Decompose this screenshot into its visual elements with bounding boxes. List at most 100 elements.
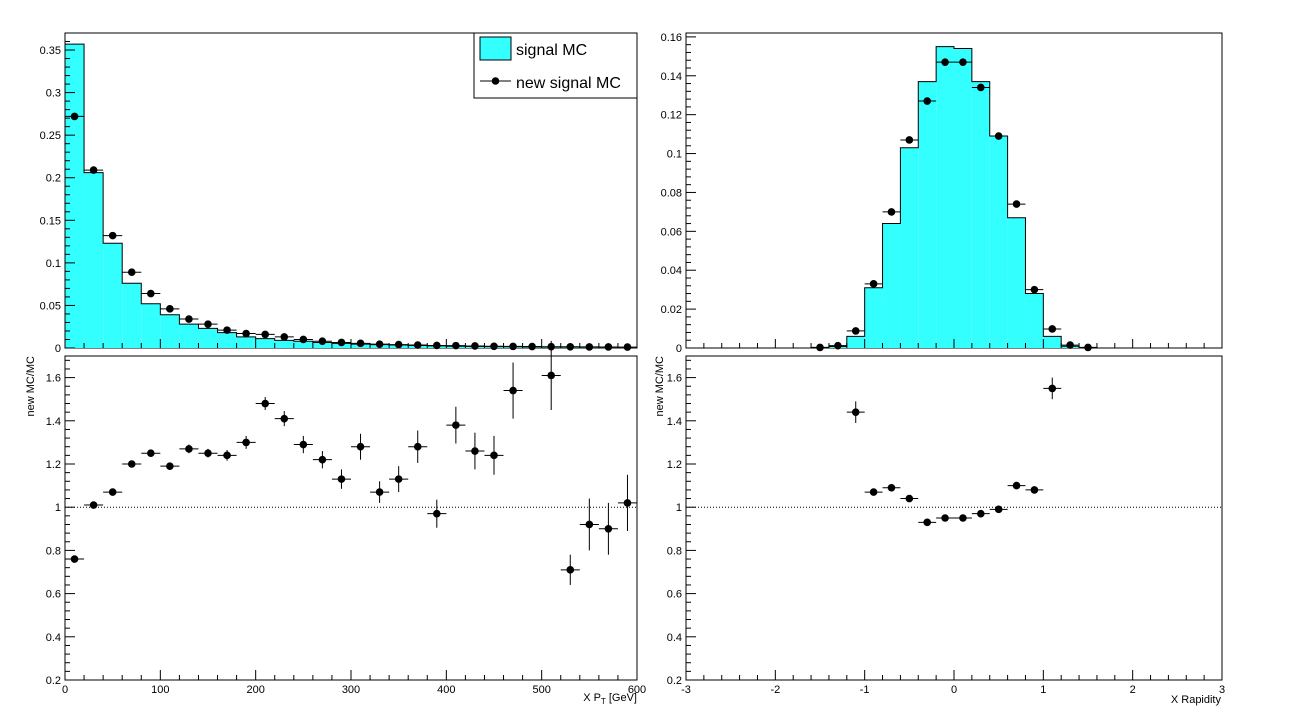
y-tick-label: 0.4 (46, 632, 61, 644)
x-tick-label: 0 (62, 684, 68, 696)
histogram-bar (84, 172, 104, 348)
y-tick-label: 0.8 (46, 545, 61, 557)
histogram-bar (846, 336, 865, 348)
ratio-point (452, 421, 460, 429)
data-point (851, 327, 860, 335)
data-point (941, 58, 949, 66)
data-point (204, 320, 212, 328)
ratio-point (166, 462, 174, 470)
y-tick-label: 0.1 (667, 149, 682, 161)
histogram-bar (274, 340, 294, 348)
data-point (1066, 341, 1074, 349)
y-tick-label: 0.05 (40, 300, 61, 312)
histogram-bar (312, 342, 332, 348)
ratio-point (994, 505, 1003, 514)
data-point (994, 132, 1003, 140)
histogram-bar (864, 287, 883, 348)
ratio-point (1012, 481, 1021, 490)
data-point (509, 342, 517, 351)
y-tick-label: 0.04 (661, 265, 682, 277)
y-tick-label: 0.2 (46, 675, 61, 687)
x-tick-label: 200 (246, 684, 264, 696)
x-tick-label: -2 (770, 684, 780, 696)
pt-x-axis-title: X PT [GeV] (583, 692, 637, 706)
legend-label-new-signal-mc: new signal MC (516, 75, 621, 92)
data-point (108, 231, 117, 240)
data-point (887, 208, 896, 216)
ratio-point (223, 451, 231, 460)
ratio-point (887, 483, 896, 492)
pt-x-axis-title-main: X P (583, 692, 601, 704)
y-tick-label: 1.4 (667, 416, 682, 428)
data-point (604, 343, 613, 351)
data-point (1012, 200, 1021, 208)
histogram-bar (1025, 293, 1044, 348)
data-point (1084, 343, 1092, 352)
ratio-point (147, 449, 155, 458)
ratio-point (242, 438, 250, 447)
histogram-bar (236, 336, 256, 348)
y-tick-label: 0.3 (46, 88, 61, 100)
y-tick-label: 0.16 (661, 32, 682, 44)
data-point (623, 343, 632, 351)
y-tick-label: 0.1 (46, 258, 61, 270)
y-tick-label: 0.4 (667, 632, 682, 644)
y-tick-label: 1.2 (667, 459, 682, 471)
histogram-bar (198, 328, 218, 348)
y-tick-label: 0.15 (40, 215, 61, 227)
ratio-point (905, 494, 914, 503)
x-tick-label: 600 (628, 684, 646, 696)
data-point (127, 268, 136, 277)
pt-x-axis-title-subscript: T (601, 697, 606, 706)
histogram-bar (103, 243, 123, 348)
data-point (433, 341, 441, 350)
ratio-point (869, 488, 878, 496)
data-point (413, 341, 422, 349)
histogram-bar (900, 147, 919, 348)
ratio-point (1030, 486, 1039, 494)
histogram-bar (160, 314, 180, 348)
legend-swatch-marker (491, 77, 500, 85)
data-point (528, 342, 536, 351)
data-point (959, 58, 967, 66)
y-tick-label: 0 (676, 343, 682, 355)
ratio-point (547, 371, 555, 380)
x-tick-label: -3 (681, 684, 691, 696)
x-tick-label: 3 (1219, 684, 1225, 696)
data-point (471, 342, 479, 350)
data-point (394, 340, 403, 349)
ratio-point (977, 509, 985, 518)
x-tick-label: 1 (1040, 684, 1046, 696)
ratio-point (70, 555, 79, 563)
pt-ratio-panel: 0.2 0.4 0.6 0.8 1 1.2 1.4 1.6 0 100 200 300 400 500 60… (46, 340, 646, 696)
data-point (375, 340, 384, 348)
ratio-point (433, 509, 441, 518)
histogram-bar (179, 324, 199, 348)
data-point (147, 289, 155, 298)
data-point (1048, 325, 1057, 333)
ratio-point (413, 442, 422, 451)
y-tick-label: 0.8 (667, 545, 682, 557)
data-point (977, 83, 985, 92)
ratio-point (127, 460, 136, 468)
x-tick-label: 0 (951, 684, 957, 696)
ratio-point (318, 455, 327, 464)
rapidity-ratio-panel: 0.2 0.4 0.6 0.8 1 1.2 1.4 1.6 -3 -2 -1 0 1 2 3 (667, 355, 1225, 696)
data-point (89, 166, 98, 174)
data-point (816, 343, 824, 352)
ratio-point (471, 447, 479, 455)
data-point (166, 305, 174, 313)
rapidity-ratio-y-axis-title: new MC/MC (654, 356, 666, 417)
data-point (923, 97, 931, 105)
legend-label-signal-mc: signal MC (516, 42, 587, 59)
x-tick-label: 400 (437, 684, 455, 696)
ratio-point (204, 449, 212, 458)
ratio-point (959, 514, 967, 522)
legend-swatch-fill (479, 36, 512, 61)
y-tick-label: 1.4 (46, 416, 61, 428)
data-point (585, 343, 594, 351)
data-point (356, 339, 365, 348)
ratio-point (923, 518, 931, 527)
